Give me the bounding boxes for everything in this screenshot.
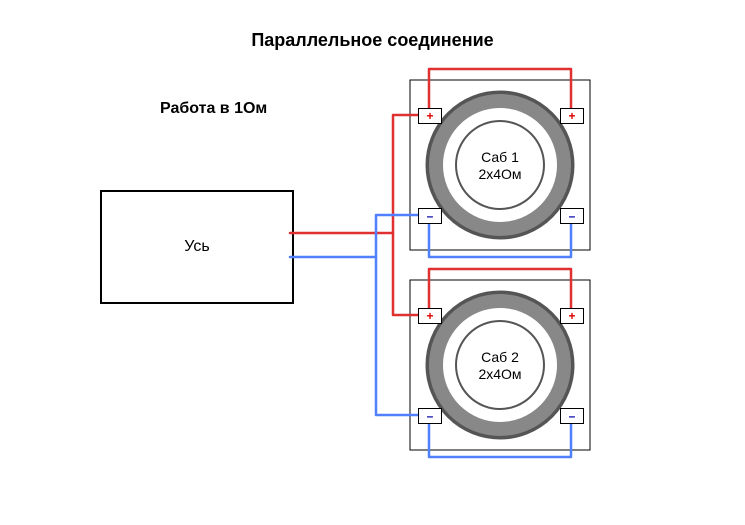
speaker-label-2: Саб 22х4Ом <box>460 349 540 383</box>
plus-terminal: + <box>560 108 584 124</box>
amplifier-label: Усь <box>184 238 209 256</box>
speaker-label-1: Саб 12х4Ом <box>460 149 540 183</box>
plus-terminal: + <box>560 308 584 324</box>
diagram-subtitle: Работа в 1Ом <box>160 100 267 118</box>
minus-terminal: – <box>418 408 442 424</box>
minus-terminal: – <box>418 208 442 224</box>
minus-terminal: – <box>560 408 584 424</box>
diagram-title: Параллельное соединение <box>0 30 745 51</box>
plus-terminal: + <box>418 308 442 324</box>
plus-terminal: + <box>418 108 442 124</box>
minus-terminal: – <box>560 208 584 224</box>
amplifier-box: Усь <box>100 190 294 304</box>
